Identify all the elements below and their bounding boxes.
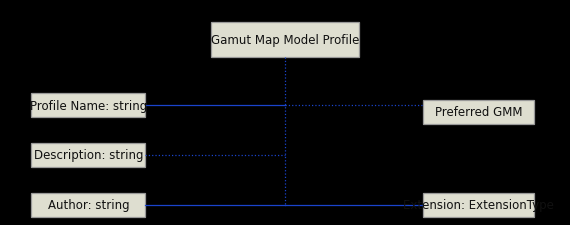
Text: Preferred GMM: Preferred GMM (435, 106, 523, 119)
FancyBboxPatch shape (31, 193, 145, 216)
Text: Profile Name: string: Profile Name: string (30, 99, 147, 112)
Text: Author: string: Author: string (47, 198, 129, 211)
FancyBboxPatch shape (423, 101, 535, 124)
Text: Extension: ExtensionType: Extension: ExtensionType (404, 198, 554, 211)
FancyBboxPatch shape (31, 94, 145, 117)
Text: Description: string: Description: string (34, 149, 143, 162)
Text: Gamut Map Model Profile: Gamut Map Model Profile (211, 34, 359, 47)
FancyBboxPatch shape (423, 193, 535, 216)
FancyBboxPatch shape (211, 23, 359, 58)
FancyBboxPatch shape (31, 144, 145, 167)
